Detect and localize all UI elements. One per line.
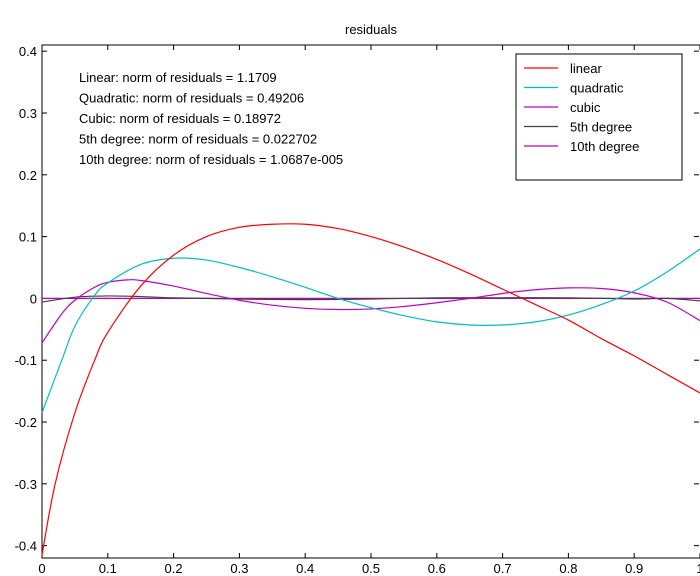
chart-title: residuals bbox=[345, 22, 398, 37]
residual-norm-annotation: 5th degree: norm of residuals = 0.022702 bbox=[79, 132, 317, 147]
y-tick-label: 0.2 bbox=[19, 168, 37, 183]
x-tick-label: 0.2 bbox=[165, 561, 183, 576]
residual-norm-annotation: Cubic: norm of residuals = 0.18972 bbox=[79, 111, 281, 126]
x-tick-label: 0.5 bbox=[362, 561, 380, 576]
x-tick-label: 1 bbox=[696, 561, 700, 576]
legend-label: 5th degree bbox=[570, 120, 632, 135]
y-tick-label: 0.4 bbox=[19, 44, 37, 59]
legend: linear quadratic cubic 5th degree 10th degre… bbox=[515, 53, 683, 181]
y-axis-ticks: -0.4 -0.3 -0.2 -0.1 0 0.1 0.2 0.3 0.4 bbox=[15, 44, 699, 554]
x-tick-label: 0.4 bbox=[296, 561, 314, 576]
x-axis-ticks: 0 0.1 0.2 0.3 0.4 0.5 0.6 0.7 0.8 0.9 1 bbox=[38, 45, 700, 576]
y-tick-label: 0.1 bbox=[19, 230, 37, 245]
x-tick-label: 0.7 bbox=[494, 561, 512, 576]
x-tick-label: 0.1 bbox=[99, 561, 117, 576]
series-layer bbox=[41, 223, 700, 556]
y-tick-label: -0.4 bbox=[15, 539, 37, 554]
series-line-quadratic bbox=[41, 248, 700, 413]
series-line-5th-degree bbox=[41, 295, 700, 303]
x-tick-label: 0 bbox=[38, 561, 45, 576]
legend-label: 10th degree bbox=[570, 139, 639, 154]
legend-label: cubic bbox=[570, 100, 601, 115]
legend-box bbox=[515, 53, 683, 181]
y-tick-label: 0.3 bbox=[19, 106, 37, 121]
y-tick-label: -0.3 bbox=[15, 477, 37, 492]
y-tick-label: -0.1 bbox=[15, 353, 37, 368]
x-tick-label: 0.3 bbox=[230, 561, 248, 576]
series-line-linear bbox=[41, 223, 700, 556]
x-tick-label: 0.8 bbox=[559, 561, 577, 576]
annotation-layer: Linear: norm of residuals = 1.1709 Quadra… bbox=[79, 70, 343, 167]
y-tick-label: 0 bbox=[30, 291, 37, 306]
x-tick-label: 0.9 bbox=[625, 561, 643, 576]
residual-norm-annotation: Quadratic: norm of residuals = 0.49206 bbox=[79, 91, 304, 106]
legend-label: linear bbox=[570, 61, 602, 76]
y-tick-label: -0.2 bbox=[15, 415, 37, 430]
series-line-cubic bbox=[41, 279, 700, 344]
legend-label: quadratic bbox=[570, 81, 624, 96]
residual-norm-annotation: 10th degree: norm of residuals = 1.0687e… bbox=[79, 152, 343, 167]
x-tick-label: 0.6 bbox=[428, 561, 446, 576]
residual-norm-annotation: Linear: norm of residuals = 1.1709 bbox=[79, 70, 277, 85]
